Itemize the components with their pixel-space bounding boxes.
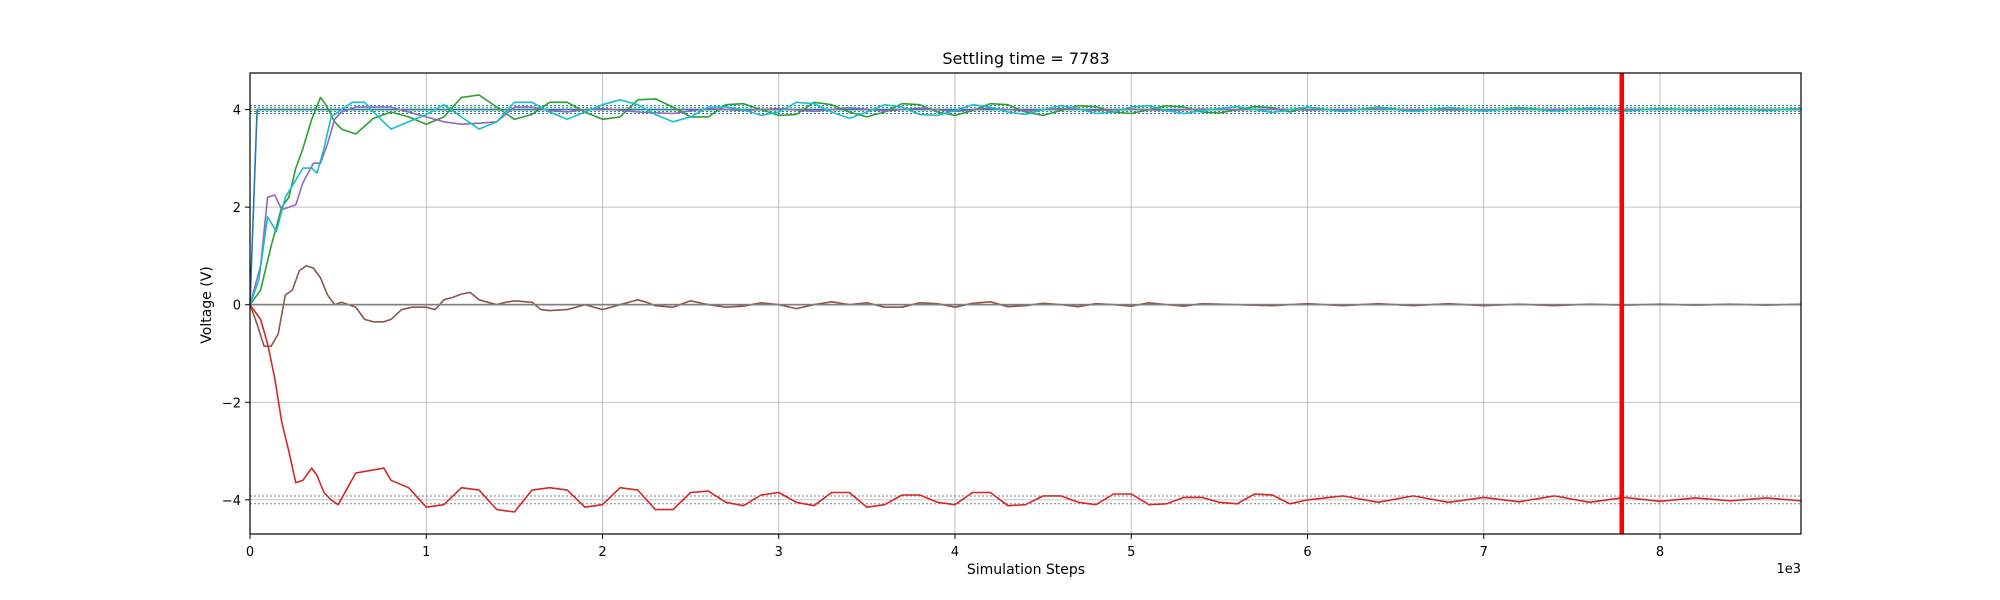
series-lines [249,94,1802,513]
x-tick-label: 0 [246,545,254,560]
x-tick-label: 6 [1303,545,1311,560]
plot-frame [249,72,1802,535]
x-tick-label: 7 [1480,545,1488,560]
series-line-6 [249,99,1802,305]
x-axis-label: Simulation Steps [967,562,1085,578]
series-line-0 [249,108,1801,305]
x-tick-label: 3 [775,545,783,560]
series-line-4 [249,106,1801,305]
y-tick-label: 2 [233,201,241,216]
y-tick-label: −2 [222,396,241,411]
x-tick-label: 4 [951,545,959,560]
x-tick-label: 2 [598,545,606,560]
y-tick-label: −4 [222,494,241,509]
grid-lines [249,73,1801,534]
y-tick-label: 0 [233,299,241,314]
series-line-5 [249,264,1802,348]
y-axis-label: Voltage (V) [199,266,215,343]
x-tick-label: 8 [1656,545,1664,560]
chart-title: Settling time = 7783 [942,49,1109,68]
x-axis-offset-label: 1e3 [1776,562,1801,577]
y-tick-label: 4 [233,104,241,119]
series-line-2 [249,94,1802,306]
axis-ticks: 0 1 2 3 4 5 6 7 8 −4 −2 0 2 4 [222,104,1664,560]
x-tick-label: 5 [1127,545,1135,560]
x-tick-label: 1 [422,545,430,560]
series-line-3 [249,304,1802,513]
